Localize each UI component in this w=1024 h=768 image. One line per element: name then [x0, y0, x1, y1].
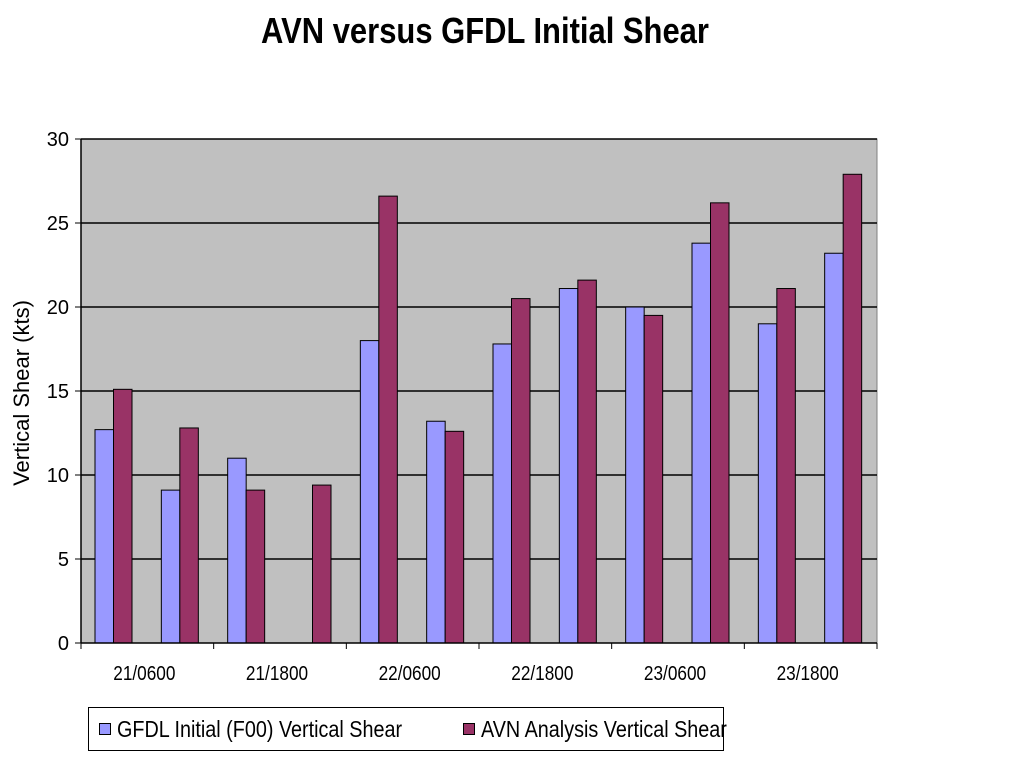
y-tick-label-15: 15: [47, 381, 69, 403]
y-tick-label-10: 10: [47, 465, 69, 487]
bar-series1-21/1800: [245, 489, 266, 644]
bar-series0-22/1800: [492, 343, 512, 644]
bar-series1-22/1200: [444, 430, 465, 644]
y-tick-labels: 0 5 10 15 20 25 30: [47, 129, 69, 655]
bar-series0-21/1800: [227, 457, 247, 644]
bar-series0-23/0000: [558, 288, 579, 644]
bar-series0-24/0000: [824, 252, 844, 644]
legend-item-avn: AVN Analysis Vertical Shear: [462, 715, 767, 743]
x-tick-label-23/1800: 23/1800: [777, 662, 839, 685]
chart-title: AVN versus GFDL Initial Shear: [261, 10, 709, 51]
bar-series0-22/1200: [426, 420, 446, 644]
y-tick-label-20: 20: [47, 297, 69, 319]
y-tick-label-30: 30: [47, 129, 69, 151]
x-tick-label-22/0600: 22/0600: [379, 662, 441, 685]
bar-series1-23/0000: [577, 279, 597, 644]
bar-series0-23/0600: [625, 306, 645, 644]
y-axis-label: Vertical Shear (kts): [9, 300, 34, 486]
legend-label-gfdl: GFDL Initial (F00) Vertical Shear: [117, 715, 403, 742]
bar-series1-22/0000: [312, 484, 332, 644]
bar-series1-22/1800: [511, 298, 531, 644]
bar-series1-21/1200: [179, 427, 199, 644]
legend-item-gfdl: GFDL Initial (F00) Vertical Shear: [99, 716, 449, 743]
bar-series1-23/1200: [710, 202, 730, 644]
bar-series1-22/0600: [378, 195, 398, 644]
bar-series0-21/1200: [160, 489, 181, 644]
bar-series1-23/0600: [643, 314, 664, 644]
bars: [94, 173, 863, 644]
x-tick-label-21/1800: 21/1800: [246, 662, 308, 685]
y-tick-label-5: 5: [58, 549, 69, 571]
legend-swatch-avn: [462, 723, 475, 735]
bar-series0-23/1200: [691, 242, 711, 644]
bar-series0-23/1800: [757, 323, 778, 644]
y-tick-label-0: 0: [58, 633, 69, 655]
x-tick-label-23/0600: 23/0600: [644, 662, 706, 685]
bar-series0-22/0600: [359, 340, 380, 644]
legend-swatch-gfdl: [99, 723, 111, 735]
gridlines: [81, 138, 877, 560]
x-tick-label-22/1800: 22/1800: [511, 662, 573, 685]
bar-series0-21/0600: [94, 429, 114, 644]
x-tick-label-21/0600: 21/0600: [113, 662, 175, 685]
x-tick-labels: 21/0600 21/1800 22/0600 22/1800 23/0600 23/18…: [113, 662, 838, 685]
bar-series1-21/0600: [113, 388, 133, 644]
legend: GFDL Initial (F00) Vertical Shear AVN An…: [88, 707, 726, 751]
axes: [75, 138, 878, 649]
y-tick-label-25: 25: [47, 213, 69, 235]
bar-series1-23/1800: [776, 288, 796, 644]
legend-label-avn: AVN Analysis Vertical Shear: [480, 715, 727, 742]
bar-series1-24/0000: [842, 173, 863, 644]
